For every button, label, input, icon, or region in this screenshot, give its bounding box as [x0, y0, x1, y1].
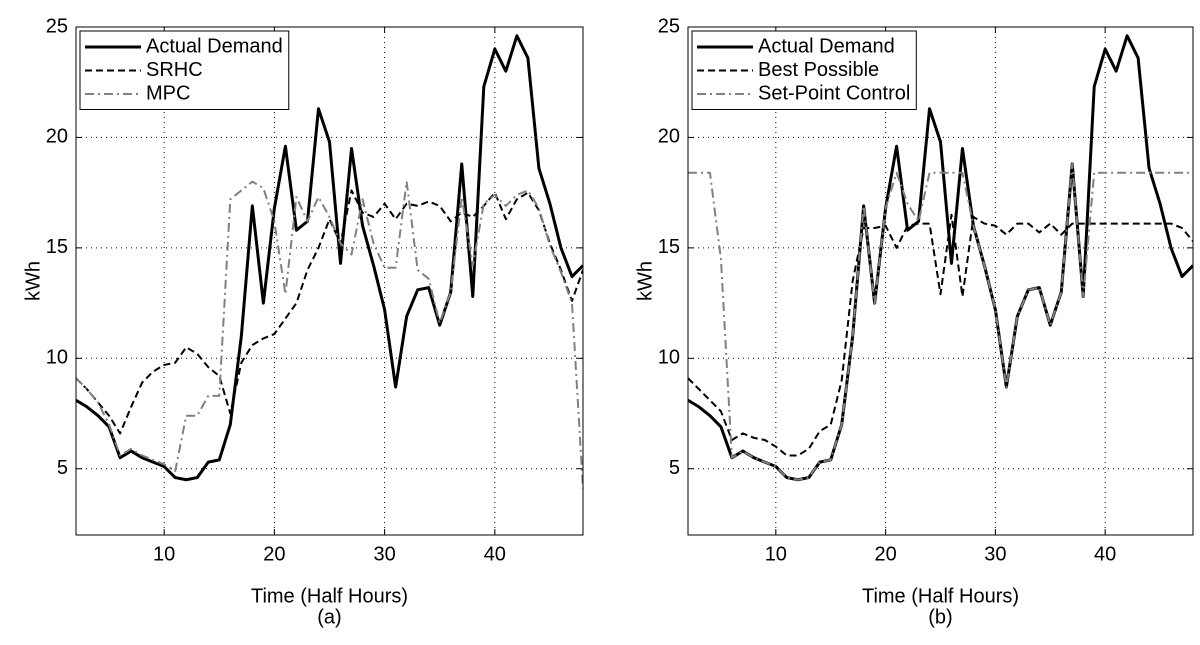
axes-frame [75, 26, 584, 536]
data-line [76, 34, 583, 482]
x-axis-label: Time (Half Hours) [251, 585, 408, 607]
y-tick-label: 15 [46, 236, 68, 258]
legend-label: Actual Demand [146, 35, 283, 57]
x-tick-label: 30 [984, 543, 1006, 565]
y-tick-label: 5 [57, 457, 68, 479]
legend-label: Actual Demand [758, 35, 895, 57]
x-tick-label: 10 [765, 543, 787, 565]
y-tick-label: 10 [46, 347, 68, 369]
x-tick-label: 30 [373, 543, 395, 565]
caption: (a) [317, 606, 341, 628]
y-tick-label: 15 [658, 236, 680, 258]
caption: (b) [928, 606, 952, 628]
plot-area [76, 27, 583, 535]
y-axis-label: kWh [22, 261, 44, 301]
y-tick-label: 20 [46, 126, 68, 148]
legend-box [691, 30, 917, 110]
x-tick-label: 20 [263, 543, 285, 565]
legend-label: Best Possible [758, 59, 879, 81]
x-tick-label: 40 [1094, 543, 1116, 565]
x-axis-label: Time (Half Hours) [862, 585, 1019, 607]
x-tick-label: 20 [874, 543, 896, 565]
x-tick-label: 10 [153, 543, 175, 565]
legend-label: Set-Point Control [758, 82, 910, 104]
y-tick-label: 10 [658, 347, 680, 369]
data-line [688, 213, 1193, 457]
y-tick-label: 20 [658, 126, 680, 148]
y-tick-label: 5 [669, 457, 680, 479]
y-tick-label: 25 [46, 15, 68, 37]
legend-box [79, 30, 290, 110]
axes-frame [687, 26, 1194, 536]
y-axis-label: kWh [634, 261, 656, 301]
legend-label: MPC [146, 82, 190, 104]
x-tick-label: 40 [484, 543, 506, 565]
data-line [688, 34, 1193, 482]
legend-label: SRHC [146, 59, 203, 81]
data-line [688, 162, 1193, 481]
data-line [76, 180, 583, 489]
y-tick-label: 25 [658, 15, 680, 37]
plot-area [688, 27, 1193, 535]
